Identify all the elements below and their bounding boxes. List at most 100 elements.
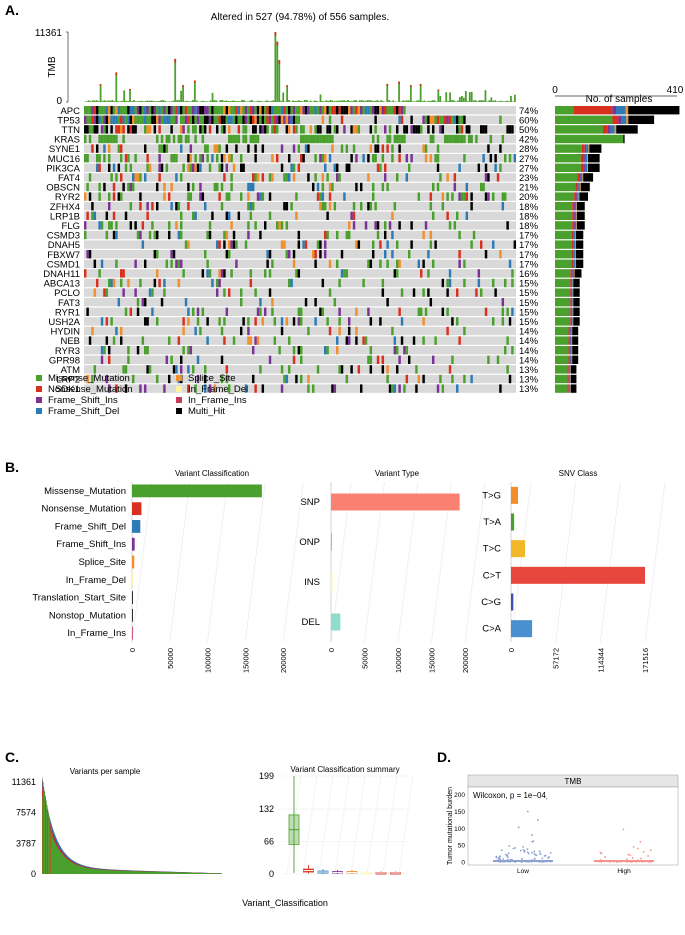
oncoplot-cell [204,365,207,374]
oncoplot-cell [144,317,147,326]
oncoplot-cell [144,106,147,115]
gene-count-bar [588,163,600,172]
oncoplot-cell [460,125,464,134]
oncoplot-cell [120,336,123,345]
oncoplot-cell [261,192,265,201]
oncoplot-cell [153,106,157,115]
oncoplot-cell [256,336,260,345]
tmb-point [526,851,529,854]
tmb-bar [260,101,263,102]
oncoplot-cell [158,173,161,182]
oncoplot-cell [396,106,399,115]
tmb-bar [431,100,434,102]
oncoplot-cell [264,269,267,278]
oncoplot-cell [96,163,99,172]
oncoplot-cell [357,106,361,115]
oncoplot-cell [110,317,113,326]
oncoplot-cell [163,182,166,192]
oncoplot-cell [93,106,97,115]
oncoplot-cell [175,106,178,115]
oncoplot-cell [177,336,181,345]
oncoplot-cell [252,134,255,144]
oncoplot-cell [307,326,310,336]
y-tick-label: 11361 [12,777,36,787]
tmb-bar [233,100,235,102]
oncoplot-cell [249,202,253,211]
oncoplot-cell [110,106,113,115]
oncoplot-cell [110,115,113,124]
oncoplot-cell [386,144,389,153]
oncoplot-cell [360,384,363,393]
tmb-bar [115,72,118,76]
oncoplot-cell [396,365,399,374]
oncoplot-cell [336,163,339,172]
tmb-bar [470,91,473,102]
oncoplot-cell [355,154,358,163]
oncoplot-cell [463,192,466,201]
legend-swatch [176,397,182,403]
gene-count-bar [567,374,569,384]
oncoplot-cell [374,144,377,153]
oncoplot-cell [93,259,97,268]
oncoplot-cell [300,346,303,355]
oncoplot-cell [345,144,349,153]
oncoplot-cell [141,221,145,230]
oncoplot-cell [393,336,397,345]
oncoplot-cell [153,115,157,124]
oncoplot-cell [314,317,317,326]
oncoplot-cell [252,106,255,115]
oncoplot-cell [468,125,471,134]
gene-percent: 15% [519,317,539,328]
oncoplot-cell [441,115,445,124]
gene-count-bar [573,250,576,259]
oncoplot-cell [220,115,224,124]
oncoplot-cell [393,106,397,115]
bar [132,591,133,604]
oncoplot-cell [259,125,262,134]
tmb-bar [237,100,239,102]
oncoplot-cell [225,250,229,259]
gene-count-bar [555,230,572,240]
tmb-bar [184,101,186,102]
oncoplot-cell [115,125,118,134]
oncoplot-cell [398,144,401,153]
gene-count-bars [555,106,680,393]
tmb-bar [101,100,104,102]
oncoplot-cell [211,154,214,163]
oncoplot-cell [458,259,461,268]
vcs-xlabel: Variant_Classification [242,898,328,908]
oncoplot-cell [400,336,404,345]
oncoplot-cell [105,125,109,134]
oncoplot-cell [436,154,440,163]
tmb-point [649,849,652,852]
oncoplot-cell [484,173,488,182]
tmb-bar [366,100,369,102]
tmb-bar [474,100,477,102]
tmb-bar [252,101,255,102]
oncoplot-cell [127,182,130,192]
oncoplot-cell [508,374,512,384]
oncoplot-cell [180,144,183,153]
oncoplot-cell [393,384,397,393]
gene-count-bar [576,192,578,201]
oncoplot-cell [446,192,449,201]
oncoplot-cell [295,106,298,115]
oncoplot-cell [292,125,296,134]
oncoplot-cell [204,374,207,384]
oncoplot-cell [405,173,409,182]
legend-swatch [176,386,182,392]
oncoplot-cell [319,106,322,115]
oncoplot-cell [444,134,447,144]
tmb-bar [201,100,204,102]
tmb-bar [186,100,188,102]
oncoplot-cell [187,134,190,144]
tmb-bar [429,100,432,102]
tmb-bar [492,100,495,102]
gene-count-bar [573,259,574,268]
tmb-point [530,834,533,836]
oncoplot-cell [180,230,183,240]
oncoplot-cell [384,221,387,230]
oncoplot-cell [110,221,113,230]
oncoplot-cell [472,230,476,240]
oncoplot-cell [292,355,296,364]
